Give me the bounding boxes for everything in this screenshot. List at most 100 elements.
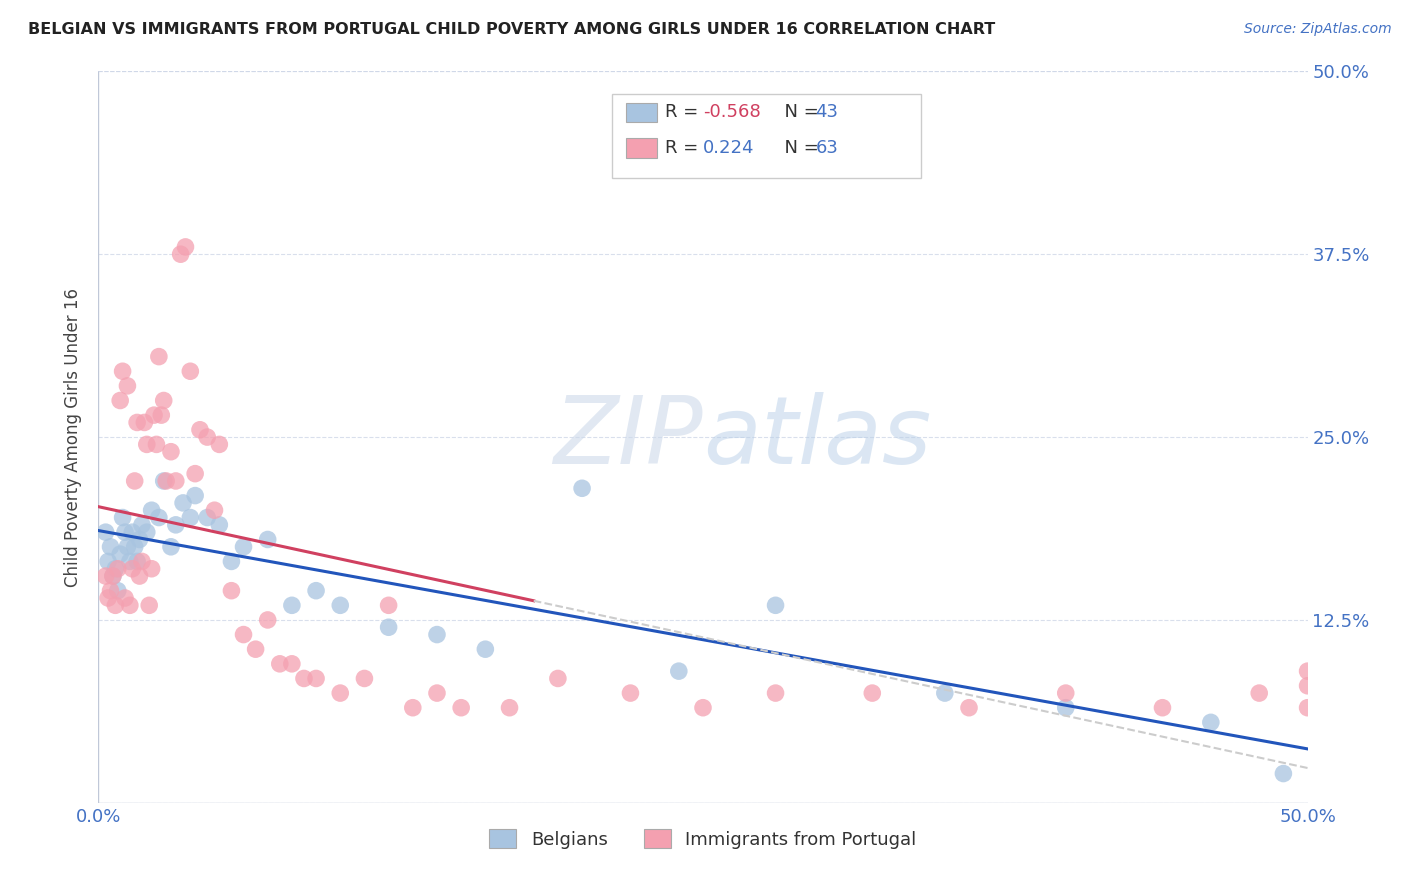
Point: [145, 437, 167, 451]
Point: [128, 569, 150, 583]
Text: 63: 63: [815, 139, 838, 157]
Point: [860, 686, 883, 700]
Point: [101, 569, 124, 583]
Point: [150, 408, 173, 422]
Text: BELGIAN VS IMMIGRANTS FROM PORTUGAL CHILD POVERTY AMONG GIRLS UNDER 16 CORRELATI: BELGIAN VS IMMIGRANTS FROM PORTUGAL CHIL…: [28, 22, 995, 37]
Point: [114, 591, 136, 605]
Point: [184, 467, 207, 481]
Text: 43: 43: [815, 103, 838, 121]
Point: [305, 583, 328, 598]
Point: [94, 525, 117, 540]
Point: [118, 599, 141, 613]
Text: N =: N =: [773, 139, 825, 157]
Point: [104, 599, 127, 613]
Text: R =: R =: [665, 139, 710, 157]
Text: -0.568: -0.568: [703, 103, 761, 121]
Point: [104, 562, 127, 576]
Point: [1152, 700, 1174, 714]
Point: [148, 510, 170, 524]
Point: [131, 554, 153, 568]
Point: [148, 350, 170, 364]
Point: [114, 525, 136, 540]
Point: [138, 599, 160, 613]
Point: [97, 591, 120, 605]
Point: [498, 700, 520, 714]
Point: [94, 569, 117, 583]
Point: [292, 672, 315, 686]
Point: [1054, 686, 1077, 700]
Point: [135, 437, 157, 451]
Point: [668, 664, 690, 678]
Point: [1296, 679, 1319, 693]
Point: [256, 533, 278, 547]
Point: [124, 474, 146, 488]
Point: [101, 569, 124, 583]
Point: [108, 393, 131, 408]
Point: [160, 540, 183, 554]
Point: [195, 510, 218, 524]
Point: [117, 540, 139, 554]
Point: [108, 547, 131, 561]
Point: [169, 247, 191, 261]
Point: [111, 510, 134, 524]
Point: [619, 686, 641, 700]
Point: [245, 642, 267, 657]
Point: [221, 554, 243, 568]
Point: [1199, 715, 1222, 730]
Point: [174, 240, 197, 254]
Point: [547, 672, 569, 686]
Point: [141, 503, 163, 517]
Point: [232, 540, 254, 554]
Point: [124, 540, 146, 554]
Point: [426, 686, 449, 700]
Point: [305, 672, 328, 686]
Point: [402, 700, 425, 714]
Text: ZIP: ZIP: [554, 392, 703, 483]
Point: [111, 364, 134, 378]
Point: [165, 474, 187, 488]
Point: [107, 562, 129, 576]
Point: [1249, 686, 1271, 700]
Y-axis label: Child Poverty Among Girls Under 16: Child Poverty Among Girls Under 16: [65, 287, 83, 587]
Text: R =: R =: [665, 103, 704, 121]
Point: [135, 525, 157, 540]
Point: [152, 393, 174, 408]
Point: [353, 672, 375, 686]
Point: [281, 657, 304, 671]
Point: [117, 379, 139, 393]
Point: [131, 517, 153, 532]
Point: [1054, 700, 1077, 714]
Legend: Belgians, Immigrants from Portugal: Belgians, Immigrants from Portugal: [482, 822, 924, 856]
Point: [118, 554, 141, 568]
Point: [204, 503, 226, 517]
Point: [1296, 664, 1319, 678]
Point: [450, 700, 472, 714]
Point: [765, 686, 787, 700]
Point: [208, 517, 231, 532]
Point: [97, 554, 120, 568]
Point: [426, 627, 449, 641]
Point: [188, 423, 211, 437]
Point: [143, 408, 166, 422]
Point: [172, 496, 194, 510]
Point: [155, 474, 177, 488]
Point: [100, 540, 122, 554]
Text: Source: ZipAtlas.com: Source: ZipAtlas.com: [1244, 22, 1392, 37]
Point: [107, 583, 129, 598]
Point: [179, 510, 201, 524]
Point: [256, 613, 278, 627]
Point: [692, 700, 714, 714]
Point: [208, 437, 231, 451]
Point: [127, 554, 149, 568]
Point: [134, 416, 156, 430]
Point: [957, 700, 980, 714]
Point: [128, 533, 150, 547]
Point: [221, 583, 243, 598]
Point: [121, 525, 143, 540]
Point: [195, 430, 218, 444]
Point: [127, 416, 149, 430]
Point: [1272, 766, 1295, 780]
Point: [141, 562, 163, 576]
Point: [474, 642, 496, 657]
Point: [232, 627, 254, 641]
